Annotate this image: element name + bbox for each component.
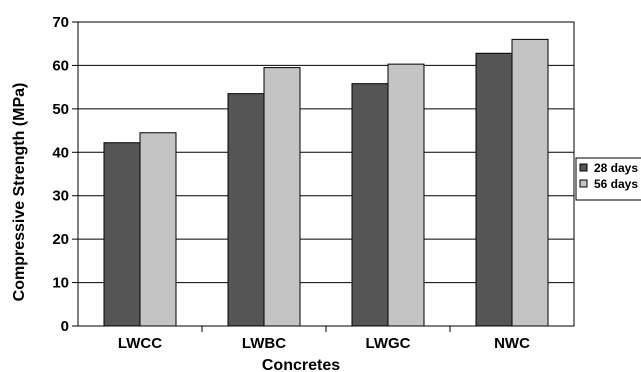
x-tick-label: NWC (494, 335, 530, 352)
bar-28-days-LWCC (103, 142, 141, 327)
bar-56-days-LWBC (263, 67, 301, 327)
x-tick-label: LWBC (242, 335, 286, 352)
bar-56-days-LWGC (387, 63, 425, 327)
y-tick-label: 40 (52, 144, 69, 161)
y-tick-label: 50 (52, 101, 69, 118)
bars (103, 38, 549, 327)
bar-56-days-LWCC (139, 132, 177, 327)
x-axis-title: Concretes (262, 357, 340, 372)
legend-swatch (579, 179, 588, 188)
x-tick-label: LWCC (118, 335, 162, 352)
y-tick-label: 10 (52, 275, 69, 292)
y-tick-label: 30 (52, 188, 69, 205)
y-tick-label: 60 (52, 57, 69, 74)
y-tick-label: 0 (61, 318, 69, 335)
category-labels: LWCC LWBC LWGC NWC (118, 326, 530, 352)
legend-swatch (579, 163, 588, 172)
bar-56-days-NWC (511, 38, 549, 327)
legend: 28 days 56 days (575, 157, 641, 201)
legend-label: 28 days (594, 161, 638, 175)
legend-label: 56 days (594, 177, 638, 191)
y-axis-title: Compressive Strength (MPa) (11, 83, 28, 302)
bar-28-days-NWC (475, 52, 513, 327)
bar-28-days-LWGC (351, 83, 389, 327)
y-tick-label: 70 (52, 14, 69, 31)
y-tick-labels: 0 10 20 30 40 50 60 70 (52, 14, 69, 335)
x-tick-label: LWGC (366, 335, 411, 352)
y-tick-label: 20 (52, 231, 69, 248)
bar-28-days-LWBC (227, 93, 265, 327)
